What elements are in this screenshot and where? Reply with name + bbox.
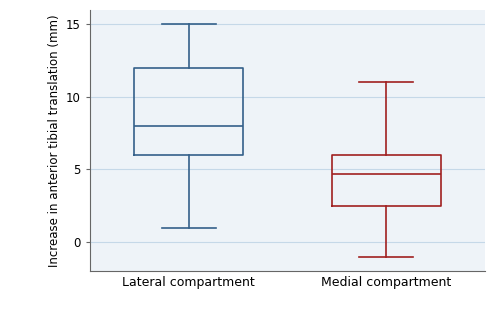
Y-axis label: Increase in anterior tibial translation (mm): Increase in anterior tibial translation … xyxy=(48,14,60,267)
